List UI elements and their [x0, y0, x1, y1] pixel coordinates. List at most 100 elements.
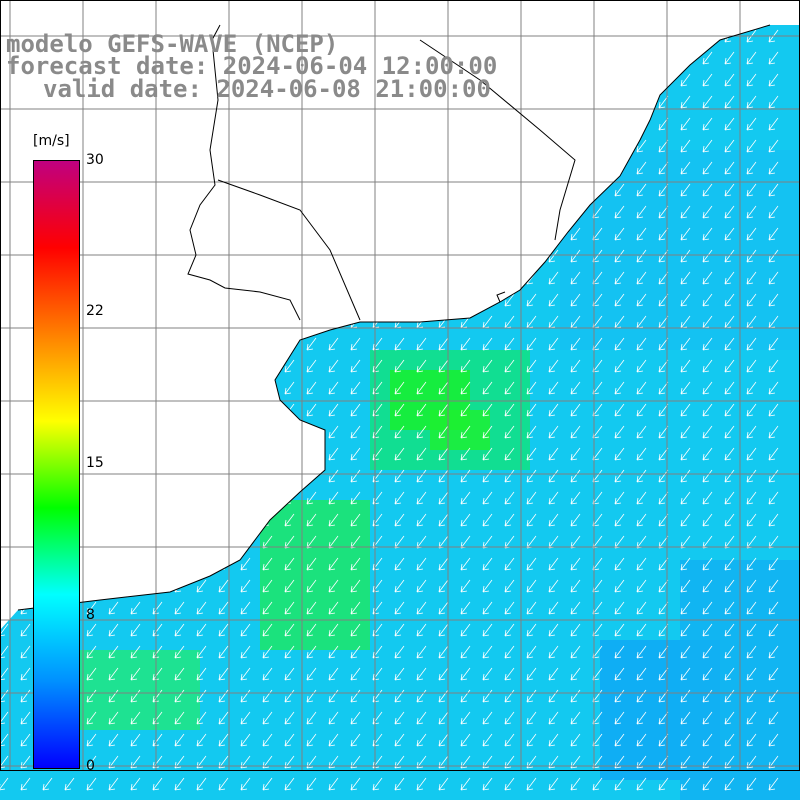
colorbar-tick-8: 8: [86, 607, 95, 623]
wind-arrow: [724, 711, 735, 725]
wind-arrow: [570, 667, 581, 681]
wind-arrow: [702, 249, 713, 263]
wind-arrow: [196, 601, 207, 615]
wind-arrow: [284, 689, 295, 703]
wind-arrow: [284, 579, 295, 593]
wind-arrow: [702, 183, 713, 197]
wind-arrow: [702, 73, 713, 87]
wind-arrow: [724, 227, 735, 241]
wind-arrow: [724, 403, 735, 417]
wind-arrow: [724, 359, 735, 373]
wind-arrow: [86, 645, 97, 659]
wind-arrow: [196, 711, 207, 725]
wind-arrow: [680, 205, 691, 219]
wind-arrow: [328, 491, 339, 505]
wind-arrow: [526, 579, 537, 593]
wind-arrow: [526, 601, 537, 615]
wind-arrow: [614, 227, 625, 241]
wind-arrow: [614, 271, 625, 285]
wind-arrow: [636, 249, 647, 263]
wind-arrow: [86, 601, 97, 615]
wind-arrow: [416, 777, 427, 791]
wind-arrow: [394, 667, 405, 681]
wind-arrow: [328, 623, 339, 637]
wind-arrow: [768, 733, 779, 747]
wind-arrow: [438, 645, 449, 659]
wind-arrow: [526, 491, 537, 505]
wind-arrow: [416, 447, 427, 461]
wind-arrow: [526, 557, 537, 571]
wind-arrow: [394, 491, 405, 505]
wind-arrow: [724, 447, 735, 461]
wind-arrow: [152, 777, 163, 791]
wind-arrow: [416, 689, 427, 703]
wind-arrow: [702, 513, 713, 527]
wind-arrow: [130, 667, 141, 681]
wind-arrow: [526, 645, 537, 659]
wind-arrow: [548, 645, 559, 659]
wind-arrow: [636, 227, 647, 241]
graticule-grid: [0, 0, 800, 771]
wind-arrow: [636, 447, 647, 461]
wind-arrow: [746, 601, 757, 615]
wind-arrow: [20, 777, 31, 791]
wind-arrow: [636, 183, 647, 197]
wind-arrow: [416, 667, 427, 681]
wind-arrow: [218, 623, 229, 637]
wind-arrow: [680, 73, 691, 87]
wind-arrow: [482, 447, 493, 461]
wind-arrow: [746, 271, 757, 285]
wind-arrow: [680, 161, 691, 175]
wind-arrow: [174, 777, 185, 791]
wind-arrow: [438, 425, 449, 439]
wind-arrow: [328, 645, 339, 659]
wind-arrow: [108, 777, 119, 791]
wind-arrow: [20, 689, 31, 703]
wind-arrow: [746, 117, 757, 131]
wind-arrow: [284, 381, 295, 395]
wind-arrow: [746, 73, 757, 87]
wind-arrow: [746, 667, 757, 681]
colorbar: [33, 160, 80, 769]
wind-arrow: [724, 271, 735, 285]
wind-arrow: [328, 579, 339, 593]
wind-arrow: [614, 293, 625, 307]
wind-arrow: [724, 623, 735, 637]
wind-arrow: [504, 513, 515, 527]
wind-arrow: [768, 623, 779, 637]
wind-arrow: [746, 293, 757, 307]
wind-arrow: [504, 777, 515, 791]
wind-arrow: [482, 469, 493, 483]
wind-arrow: [548, 249, 559, 263]
wind-arrow: [768, 205, 779, 219]
wind-arrow: [724, 491, 735, 505]
wind-arrow: [724, 601, 735, 615]
wind-arrow: [768, 117, 779, 131]
wind-arrow: [636, 161, 647, 175]
wind-arrow: [416, 403, 427, 417]
wind-arrow: [328, 513, 339, 527]
wind-arrow: [86, 667, 97, 681]
wind-arrow: [768, 161, 779, 175]
wind-arrow: [570, 579, 581, 593]
wind-arrow: [350, 623, 361, 637]
wind-arrow: [680, 447, 691, 461]
wind-arrow: [746, 205, 757, 219]
wind-arrow: [482, 623, 493, 637]
wind-arrow: [746, 403, 757, 417]
wind-arrow: [394, 469, 405, 483]
wind-arrow: [86, 623, 97, 637]
wind-arrow: [768, 469, 779, 483]
wind-arrow: [240, 777, 251, 791]
wind-arrow: [614, 447, 625, 461]
wind-arrow: [570, 491, 581, 505]
wind-arrow: [636, 381, 647, 395]
wind-arrow: [130, 645, 141, 659]
wind-arrow: [306, 623, 317, 637]
wind-arrow: [218, 689, 229, 703]
wind-arrow: [306, 667, 317, 681]
wind-arrow: [460, 447, 471, 461]
wind-arrow: [614, 183, 625, 197]
wind-arrow: [680, 403, 691, 417]
wind-arrow: [482, 337, 493, 351]
